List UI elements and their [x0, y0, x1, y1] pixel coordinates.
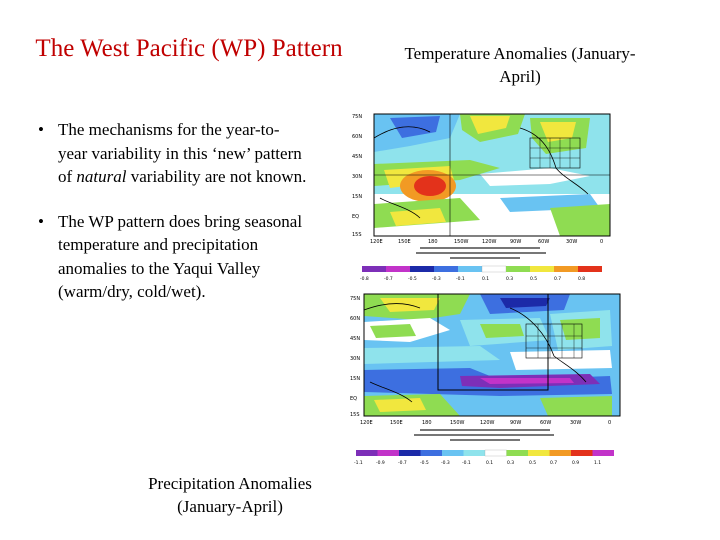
bullet-item: • The mechanisms for the year-to-year va…	[38, 118, 308, 189]
colorbar-tick-label: 0.3	[506, 276, 513, 282]
colorbar-tick-label: -1.1	[354, 460, 363, 466]
colorbar-tick-label: -0.3	[441, 460, 450, 466]
colorbar-tick-label: 0.9	[572, 460, 579, 466]
lon-tick-label: 90W	[510, 239, 521, 245]
lat-tick-label: 15N	[350, 376, 360, 382]
bullet-list: • The mechanisms for the year-to-year va…	[38, 118, 308, 304]
lat-tick-label: 60N	[352, 134, 362, 140]
bullet-symbol: •	[38, 211, 44, 231]
bullet-symbol: •	[38, 120, 44, 139]
lon-tick-label: 150E	[390, 420, 403, 426]
bullet-text: The WP pattern does bring seasonal tempe…	[58, 211, 303, 302]
lat-tick-label: EQ	[352, 214, 359, 220]
lat-labels: 75N 60N 45N 30N 15N EQ 15S	[352, 114, 362, 238]
colorbar-tick-label: -0.3	[432, 276, 441, 282]
colorbar-tick-label: 0.5	[530, 276, 537, 282]
colorbar-tick-label: 0.7	[554, 276, 561, 282]
colorbar-tick-label: -0.7	[384, 276, 393, 282]
colorbar-tick-label: -0.9	[376, 460, 385, 466]
bullet-emphasis: natural	[76, 167, 127, 186]
lat-tick-label: 15S	[350, 412, 360, 418]
lat-tick-label: 75N	[350, 296, 360, 302]
lon-tick-label: 60W	[540, 420, 551, 426]
lat-tick-label: 45N	[352, 154, 362, 160]
lon-tick-label: 150E	[398, 239, 411, 245]
bullet-text-tail: variability are not known.	[126, 167, 307, 186]
slide-title: The West Pacific (WP) Pattern	[35, 35, 343, 62]
lat-tick-label: 15N	[352, 194, 362, 200]
temperature-anomaly-map: 75N 60N 45N 30N 15N EQ 15S 120E 150E 180…	[350, 108, 625, 286]
precipitation-caption: Precipitation Anomalies (January-April)	[148, 474, 312, 516]
lon-tick-label: 60W	[538, 239, 549, 245]
lon-labels: 120E 150E 180 150W 120W 90W 60W 30W 0	[360, 420, 611, 426]
colorbar-tick-label: 1.1	[594, 460, 601, 466]
temperature-field	[373, 113, 611, 237]
precipitation-field	[363, 293, 621, 417]
lon-tick-label: 120E	[360, 420, 373, 426]
map-caption-illegible	[414, 429, 554, 441]
lat-tick-label: 75N	[352, 114, 362, 120]
lat-tick-label: 30N	[352, 174, 362, 180]
lon-tick-label: 90W	[510, 420, 521, 426]
lat-tick-label: 45N	[350, 336, 360, 342]
bullet-item: • The WP pattern does bring seasonal tem…	[38, 210, 308, 304]
lat-tick-label: EQ	[350, 396, 357, 402]
colorbar-tick-label: -0.1	[462, 460, 471, 466]
lat-tick-label: 15S	[352, 232, 362, 238]
lon-tick-label: 180	[422, 420, 432, 426]
colorbar-tick-label: 0.7	[550, 460, 557, 466]
lon-tick-label: 180	[428, 239, 438, 245]
bullet-text: The mechanisms for the year-to-year vari…	[58, 120, 302, 186]
lon-tick-label: 0	[608, 420, 611, 426]
lat-tick-label: 60N	[350, 316, 360, 322]
colorbar-tick-label: -0.5	[408, 276, 417, 282]
lon-tick-label: 150W	[450, 420, 465, 426]
colorbar-tick-label: 0.5	[529, 460, 536, 466]
lat-labels: 75N 60N 45N 30N 15N EQ 15S	[350, 296, 360, 418]
lon-tick-label: 120W	[480, 420, 495, 426]
precipitation-colorbar-labels: -1.1 -0.9 -0.7 -0.5 -0.3 -0.1 0.1 0.3 0.…	[354, 460, 601, 466]
colorbar-tick-label: -0.1	[456, 276, 465, 282]
temperature-colorbar-labels: -0.8 -0.7 -0.5 -0.3 -0.1 0.1 0.3 0.5 0.7…	[360, 276, 585, 282]
temperature-caption: Temperature Anomalies (January-April)	[404, 44, 636, 86]
colorbar-tick-label: -0.8	[360, 276, 369, 282]
lon-tick-label: 150W	[454, 239, 469, 245]
colorbar-tick-label: 0.8	[578, 276, 585, 282]
lon-tick-label: 120W	[482, 239, 497, 245]
lon-labels: 120E 150E 180 150W 120W 90W 60W 30W 0	[370, 239, 603, 245]
lat-tick-label: 30N	[350, 356, 360, 362]
colorbar-tick-label: -0.5	[420, 460, 429, 466]
colorbar-tick-label: 0.3	[507, 460, 514, 466]
lon-tick-label: 30W	[566, 239, 577, 245]
precipitation-colorbar	[356, 449, 614, 457]
map-caption-illegible	[416, 247, 546, 259]
lon-tick-label: 30W	[570, 420, 581, 426]
precipitation-anomaly-map: 75N 60N 45N 30N 15N EQ 15S 120E 150E 180…	[350, 290, 625, 468]
colorbar-tick-label: 0.1	[482, 276, 489, 282]
colorbar-tick-label: 0.1	[486, 460, 493, 466]
temperature-colorbar	[362, 265, 602, 273]
lon-tick-label: 0	[600, 239, 603, 245]
lon-tick-label: 120E	[370, 239, 383, 245]
colorbar-tick-label: -0.7	[398, 460, 407, 466]
